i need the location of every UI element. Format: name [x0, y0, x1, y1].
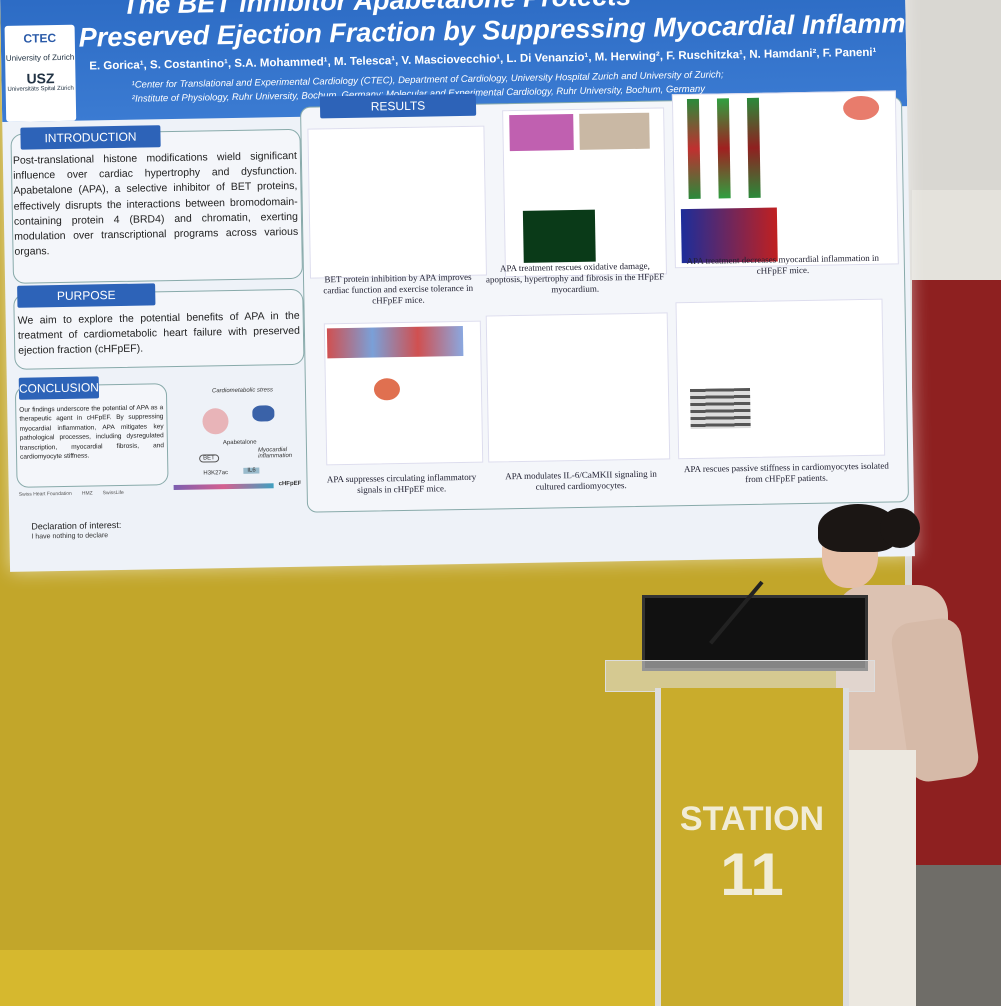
figure-panel [307, 125, 487, 279]
figure-panel [485, 312, 671, 463]
floor [900, 865, 1001, 1006]
declaration-text: I have nothing to declare [31, 532, 109, 541]
histology [579, 112, 650, 150]
sponsor: SwissLife [102, 489, 124, 497]
diagram-label: BET [199, 454, 219, 463]
caption: APA rescues passive stiffness in cardiom… [683, 460, 889, 484]
declaration-heading: Declaration of interest: [31, 519, 122, 532]
diagram-label: IL6 [243, 467, 260, 474]
venn [373, 378, 401, 401]
section-heading: PURPOSE [17, 283, 156, 308]
caption: APA treatment decreases myocardial infla… [686, 252, 880, 276]
intro-text: Post-translational histone modifications… [12, 149, 299, 259]
diagram-label: Cardiometabolic stress [211, 387, 274, 395]
figure-panel [675, 298, 886, 460]
podium: STATION 11 [655, 688, 849, 1006]
station-number: 11 [720, 841, 784, 908]
section-heading: INTRODUCTION [20, 125, 161, 150]
sponsor: Swiss Heart Foundation [18, 490, 72, 498]
section-heading: CONCLUSION [18, 376, 100, 400]
icon [202, 408, 229, 435]
monitor [642, 595, 868, 671]
station-label: STATION [679, 800, 825, 838]
heatmap [716, 98, 731, 199]
caption: APA treatment rescues oxidative damage, … [485, 260, 665, 295]
caption: APA modulates IL-6/CaMKII signaling in c… [505, 468, 657, 492]
blot [689, 387, 751, 430]
figure-panel [502, 107, 667, 278]
microscopy [522, 209, 596, 263]
purpose-text: We aim to explore the potential benefits… [17, 309, 301, 358]
diagram-label: H3K27ac [203, 470, 229, 477]
figure-panel [671, 90, 899, 269]
logo: CTEC [23, 31, 57, 46]
logo: USZ [26, 70, 55, 87]
figure-panel [323, 320, 484, 466]
person-bun [880, 508, 920, 548]
heatmap [686, 98, 701, 200]
wall-panel [912, 190, 1001, 280]
diagram-label: Apabetalone [222, 439, 257, 447]
histology [509, 114, 574, 152]
conclusion-diagram: Cardiometabolic stress Apabetalone BET H… [172, 387, 304, 499]
sponsors: Swiss Heart Foundation HMZ SwissLife [19, 490, 124, 498]
caption: BET protein inhibition by APA improves c… [323, 271, 474, 306]
logo: Universitäts Spital Zürich [7, 85, 74, 93]
conclusion-text: Our findings underscore the potential of… [19, 404, 164, 461]
heatmap [326, 325, 464, 359]
icon [252, 405, 275, 422]
podium-top [605, 660, 875, 692]
caption: APA suppresses circulating inflammatory … [326, 471, 477, 495]
poster-screen: The BET inhibitor Apabetalone Protects P… [0, 0, 915, 572]
logo-block: CTEC University of Zurich USZ Universitä… [4, 24, 77, 122]
logo: University of Zurich [5, 52, 75, 63]
diagram-label: cHFpEF [278, 480, 302, 488]
diagram-bar [173, 483, 274, 491]
heatmap [746, 97, 761, 198]
venn [842, 95, 880, 121]
sponsor: HMZ [81, 490, 93, 497]
section-heading: RESULTS [319, 93, 477, 119]
diagram-label: Myocardial inflammation [257, 447, 293, 460]
